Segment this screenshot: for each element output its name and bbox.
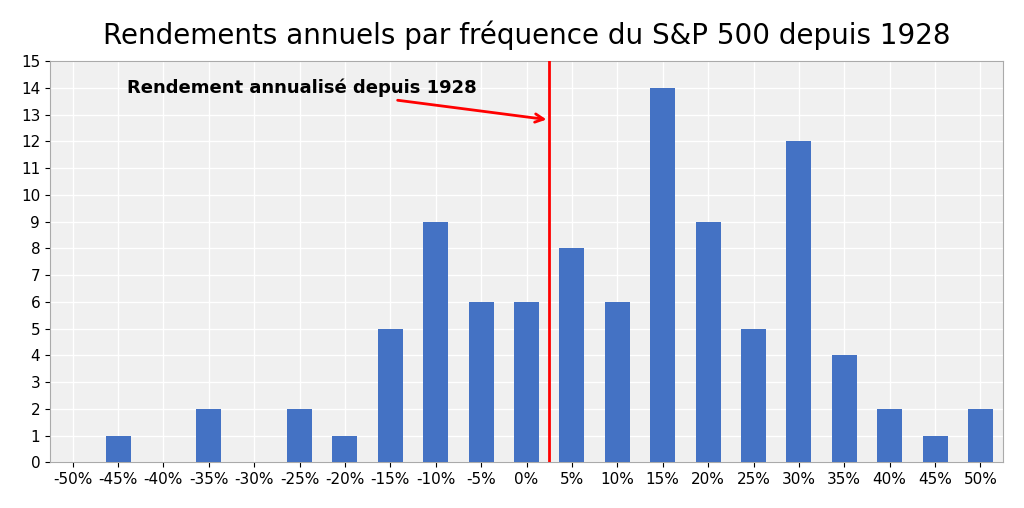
Bar [378, 329, 402, 462]
Title: Rendements annuels par fréquence du S&P 500 depuis 1928: Rendements annuels par fréquence du S&P … [102, 21, 950, 50]
Bar [878, 409, 902, 462]
Bar [559, 248, 585, 462]
Bar [197, 409, 221, 462]
Bar [423, 221, 449, 462]
Bar [469, 302, 494, 462]
Bar [968, 409, 993, 462]
Bar [741, 329, 766, 462]
Bar [605, 302, 630, 462]
Bar [514, 302, 539, 462]
Bar [786, 141, 811, 462]
Bar [287, 409, 312, 462]
Bar [695, 221, 721, 462]
Bar [650, 88, 675, 462]
Bar [831, 356, 857, 462]
Text: Rendement annualisé depuis 1928: Rendement annualisé depuis 1928 [127, 79, 544, 122]
Bar [923, 436, 947, 462]
Bar [105, 436, 130, 462]
Bar [333, 436, 357, 462]
